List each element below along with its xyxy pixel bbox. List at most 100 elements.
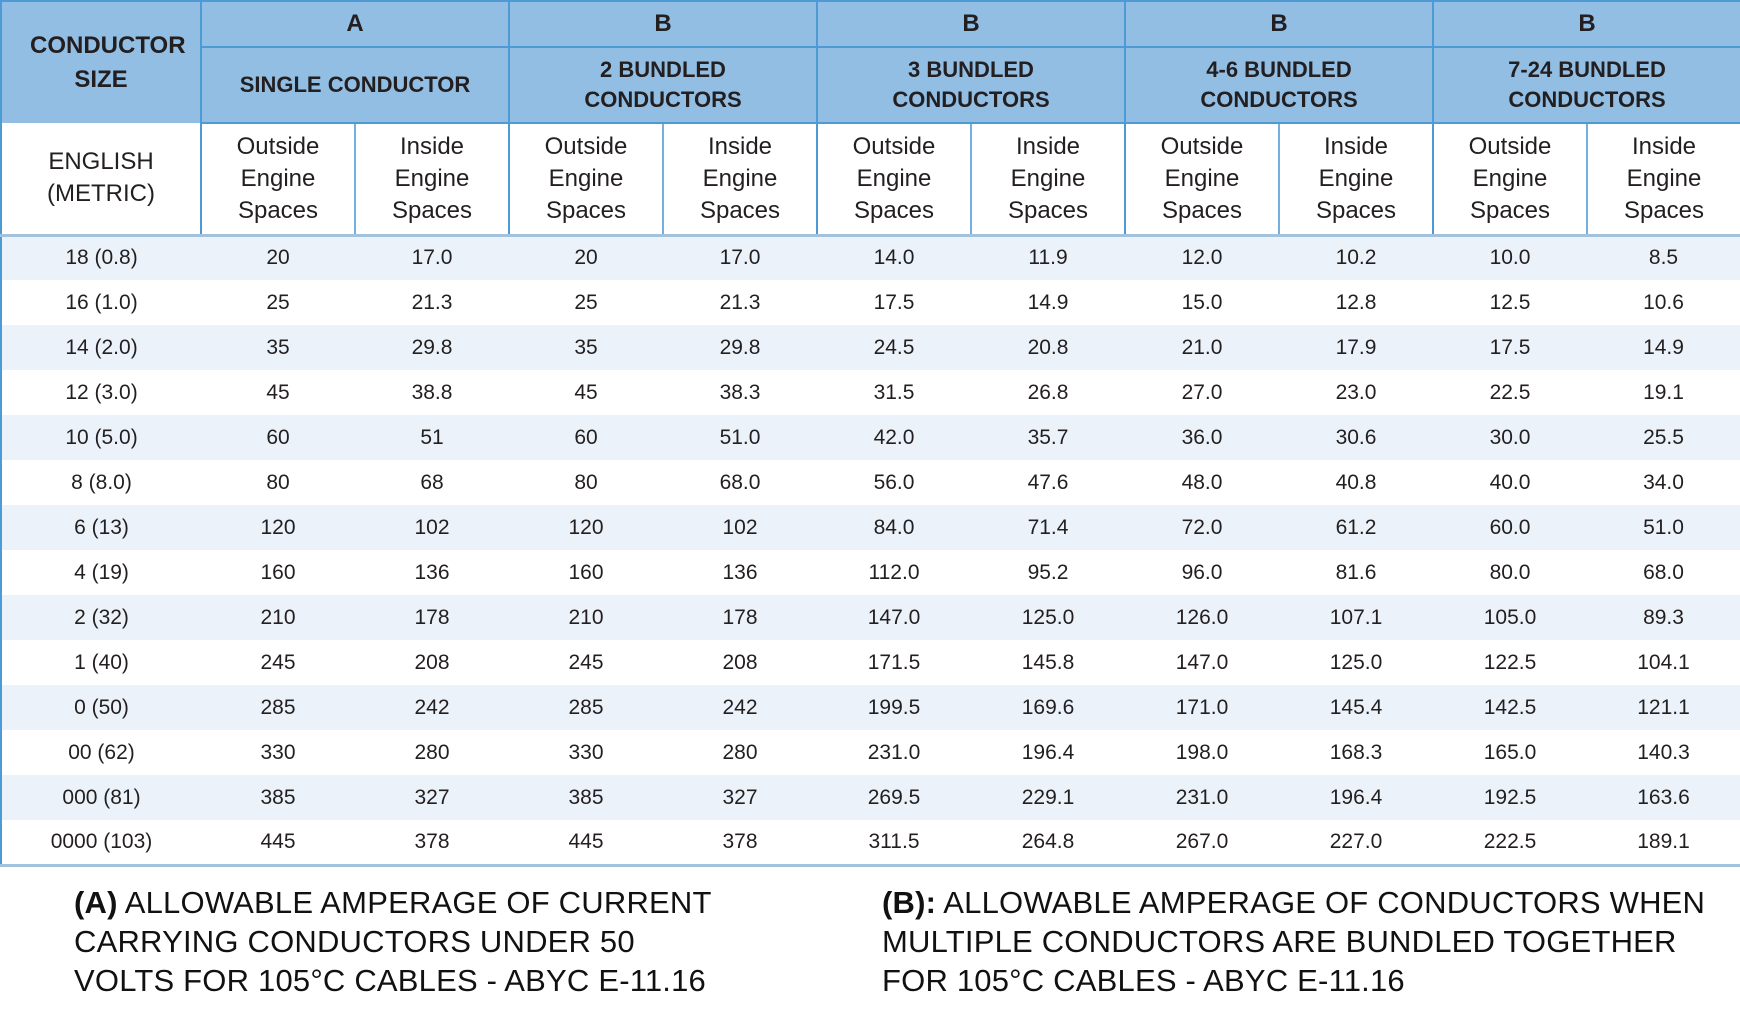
amperage-cell: 104.1 <box>1637 650 1690 674</box>
amperage-cell: 40.0 <box>1489 470 1531 494</box>
amperage-cell: 222.5 <box>1483 829 1537 853</box>
amperage-cell: 68 <box>420 470 444 494</box>
conductor-size-header: CONDUCTOR SIZE <box>1 1 202 123</box>
amperage-cell: 192.5 <box>1483 785 1537 809</box>
amperage-cell: 24.5 <box>873 335 915 359</box>
amperage-cell: 71.4 <box>1027 515 1069 539</box>
amperage-cell: 245 <box>568 650 604 674</box>
amperage-cell: 163.6 <box>1637 785 1690 809</box>
amperage-cell: 10.0 <box>1489 246 1531 270</box>
amperage-cell: 17.5 <box>1489 335 1531 359</box>
amperage-cell: 38.8 <box>411 380 453 404</box>
table-row: 10 (5.0) 60 51 60 51.0 42.0 35.7 36.0 30.6 30.0 25… <box>1 415 1740 460</box>
amperage-cell: 378 <box>722 829 758 853</box>
amperage-cell: 34.0 <box>1643 470 1684 494</box>
amperage-cell: 68.0 <box>1643 560 1684 584</box>
amperage-cell: 145.8 <box>1021 650 1075 674</box>
amperage-cell: 198.0 <box>1175 740 1229 764</box>
amperage-cell: 51.0 <box>1643 515 1684 539</box>
amperage-cell: 17.0 <box>411 246 453 270</box>
amperage-cell: 26.8 <box>1027 380 1069 404</box>
amperage-cell: 196.4 <box>1329 785 1383 809</box>
header-letter-row: CONDUCTOR SIZE A B B B B <box>1 1 1740 123</box>
amperage-cell: 80 <box>266 470 290 494</box>
amperage-cell: 84.0 <box>873 515 915 539</box>
table-row: 2 (32) 210 178 210 178 147.0 125.0 126.0 107.1 10… <box>1 595 1740 640</box>
amperage-cell: 242 <box>722 695 758 719</box>
conductor-size-cell: 10 (5.0) <box>65 425 138 449</box>
group-label-2-bundled: 2 BUNDLED CONDUCTORS <box>508 47 817 124</box>
subheader-outside: Outside Engine Spaces <box>200 123 355 237</box>
amperage-cell: 169.6 <box>1021 695 1075 719</box>
amperage-cell: 14.9 <box>1643 335 1684 359</box>
table-row: 12 (3.0) 45 38.8 45 38.3 31.5 26.8 27.0 23.0 22.5… <box>1 370 1740 415</box>
conductor-size-cell: 16 (1.0) <box>65 290 138 314</box>
amperage-cell: 280 <box>414 740 450 764</box>
table-row: 0 (50) 285 242 285 242 199.5 169.6 171.0 145.4 14… <box>1 685 1740 730</box>
amperage-cell: 11.9 <box>1028 246 1068 270</box>
table-row: 0000 (103) 445 378 445 378 311.5 264.8 267.0 227… <box>1 820 1740 865</box>
subheader-outside: Outside Engine Spaces <box>816 123 971 237</box>
amperage-cell: 160 <box>568 560 604 584</box>
amperage-cell: 171.5 <box>867 650 921 674</box>
subheader-inside: Inside Engine Spaces <box>662 123 817 237</box>
amperage-cell: 30.0 <box>1489 425 1531 449</box>
amperage-cell: 171.0 <box>1175 695 1229 719</box>
table-row: 000 (81) 385 327 385 327 269.5 229.1 231.0 196.4… <box>1 775 1740 820</box>
amperage-cell: 229.1 <box>1021 785 1075 809</box>
subheader-outside: Outside Engine Spaces <box>1124 123 1279 237</box>
conductor-size-cell: 000 (81) <box>62 785 141 809</box>
amperage-cell: 22.5 <box>1489 380 1531 404</box>
group-label-4-6-bundled: 4-6 BUNDLED CONDUCTORS <box>1124 47 1433 124</box>
footnote-a: (A) ALLOWABLE AMPERAGE OF CURRENT CARRYI… <box>74 883 724 1000</box>
amperage-cell: 330 <box>260 740 296 764</box>
amperage-cell: 147.0 <box>1175 650 1229 674</box>
amperage-cell: 80 <box>574 470 598 494</box>
amperage-cell: 96.0 <box>1181 560 1223 584</box>
amperage-cell: 145.4 <box>1329 695 1383 719</box>
amperage-cell: 51 <box>420 425 444 449</box>
amperage-cell: 231.0 <box>867 740 921 764</box>
amperage-cell: 105.0 <box>1483 605 1537 629</box>
amperage-cell: 327 <box>722 785 758 809</box>
amperage-cell: 38.3 <box>719 380 761 404</box>
amperage-cell: 21.3 <box>719 290 761 314</box>
amperage-cell: 126.0 <box>1175 605 1229 629</box>
amperage-cell: 12.0 <box>1181 246 1223 270</box>
subheader-inside: Inside Engine Spaces <box>970 123 1125 237</box>
amperage-cell: 95.2 <box>1027 560 1069 584</box>
amperage-cell: 125.0 <box>1329 650 1383 674</box>
amperage-cell: 269.5 <box>867 785 921 809</box>
amperage-cell: 19.1 <box>1643 380 1684 404</box>
amperage-cell: 147.0 <box>867 605 921 629</box>
amperage-cell: 122.5 <box>1483 650 1537 674</box>
amperage-cell: 125.0 <box>1021 605 1075 629</box>
amperage-cell: 21.3 <box>411 290 453 314</box>
group-letter-b3: B <box>1124 1 1433 48</box>
conductor-size-cell: 00 (62) <box>68 740 135 764</box>
amperage-cell: 227.0 <box>1329 829 1383 853</box>
group-letter-b2: B <box>816 1 1125 48</box>
footnote-a-text: ALLOWABLE AMPERAGE OF CURRENT CARRYING C… <box>74 884 712 998</box>
table-row: 6 (13) 120 102 120 102 84.0 71.4 72.0 61.2 60.0 51… <box>1 505 1740 550</box>
subheader-outside: Outside Engine Spaces <box>1432 123 1587 237</box>
amperage-cell: 14.0 <box>873 246 915 270</box>
amperage-cell: 208 <box>414 650 450 674</box>
amperage-cell: 14.9 <box>1027 290 1069 314</box>
amperage-cell: 20.8 <box>1027 335 1069 359</box>
amperage-cell: 20 <box>574 246 598 270</box>
amperage-cell: 23.0 <box>1335 380 1377 404</box>
amperage-cell: 89.3 <box>1643 605 1684 629</box>
amperage-cell: 25 <box>574 290 598 314</box>
footnote-b-text: ALLOWABLE AMPERAGE OF CONDUCTORS WHEN MU… <box>882 884 1706 998</box>
table-row: 18 (0.8) 20 17.0 20 17.0 14.0 11.9 12.0 10.2 10.0… <box>1 235 1740 280</box>
amperage-cell: 27.0 <box>1181 380 1223 404</box>
table-row: 14 (2.0) 35 29.8 35 29.8 24.5 20.8 21.0 17.9 17.5… <box>1 325 1740 370</box>
amperage-cell: 245 <box>260 650 296 674</box>
amperage-cell: 210 <box>568 605 604 629</box>
table-header: CONDUCTOR SIZE A B B B B SINGLE CONDUCTO… <box>1 1 1740 237</box>
amperage-cell: 31.5 <box>873 380 915 404</box>
amperage-cell: 102 <box>414 515 450 539</box>
amperage-cell: 25 <box>266 290 290 314</box>
